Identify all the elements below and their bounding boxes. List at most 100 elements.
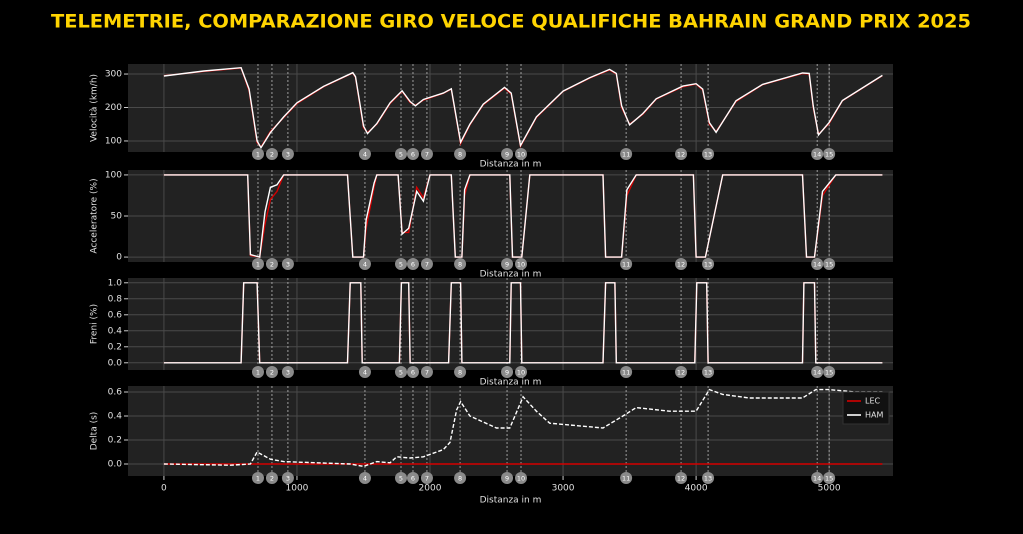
corner-marker: [281, 472, 294, 484]
corner-label: 9: [505, 369, 509, 377]
corner-marker: [454, 148, 467, 160]
chart-title: TELEMETRIE, COMPARAZIONE GIRO VELOCE QUA…: [51, 11, 971, 33]
corner-label: 7: [425, 151, 429, 159]
corner-label: 2: [270, 475, 274, 483]
corner-marker: [811, 366, 824, 378]
y-axis-label: Delta (s): [90, 412, 100, 451]
corner-label: 1: [256, 261, 260, 269]
corner-label: 15: [825, 261, 833, 269]
corner-marker: [675, 472, 688, 484]
corner-marker: [265, 258, 278, 270]
corner-label: 2: [270, 369, 274, 377]
corner-label: 11: [622, 261, 630, 269]
corner-marker: [395, 472, 408, 484]
corner-marker: [515, 472, 528, 484]
corner-marker: [251, 148, 264, 160]
corner-label: 7: [425, 261, 429, 269]
corner-label: 6: [411, 369, 415, 377]
corner-marker: [251, 472, 264, 484]
corner-label: 15: [825, 475, 833, 483]
x-axis-label: Distanza in m: [480, 378, 542, 388]
y-tick-label: 0.6: [108, 310, 123, 320]
corner-marker: [702, 258, 715, 270]
corner-marker: [620, 472, 633, 484]
corner-marker: [702, 148, 715, 160]
corner-marker: [406, 148, 419, 160]
y-axis-label: Velocità (km/h): [90, 74, 100, 142]
corner-label: 8: [458, 261, 462, 269]
corner-label: 8: [458, 151, 462, 159]
corner-label: 3: [286, 369, 290, 377]
y-tick-label: 0.0: [108, 460, 123, 470]
y-tick-label: 0.0: [108, 358, 123, 368]
y-tick-label: 0.8: [108, 294, 123, 304]
corner-marker: [515, 366, 528, 378]
corner-label: 3: [286, 261, 290, 269]
corner-label: 10: [517, 475, 525, 483]
y-tick-label: 0.6: [108, 388, 123, 398]
y-axis-label: Freni (%): [90, 304, 100, 344]
y-tick-label: 100: [105, 170, 122, 180]
plot-area: [128, 386, 893, 476]
corner-marker: [454, 472, 467, 484]
corner-label: 12: [677, 151, 685, 159]
y-tick-label: 0.2: [108, 342, 122, 352]
y-tick-label: 300: [105, 70, 122, 80]
corner-label: 4: [363, 151, 367, 159]
x-tick-label: 0: [161, 484, 167, 494]
corner-marker: [358, 148, 371, 160]
y-tick-label: 50: [111, 212, 123, 222]
y-tick-label: 0.2: [108, 436, 122, 446]
corner-marker: [281, 366, 294, 378]
series-line: [163, 282, 883, 364]
y-tick-label: 0.4: [108, 326, 123, 336]
corner-marker: [501, 258, 514, 270]
corner-label: 14: [813, 151, 821, 159]
corner-label: 4: [363, 261, 367, 269]
corner-marker: [811, 258, 824, 270]
corner-label: 4: [363, 369, 367, 377]
corner-marker: [395, 148, 408, 160]
legend-box: [842, 391, 890, 425]
corner-label: 7: [425, 475, 429, 483]
corner-label: 12: [677, 475, 685, 483]
corner-marker: [406, 366, 419, 378]
corner-marker: [823, 366, 836, 378]
corner-marker: [702, 366, 715, 378]
corner-marker: [501, 148, 514, 160]
legend-label: HAM: [865, 411, 883, 420]
corner-label: 14: [813, 475, 821, 483]
corner-marker: [265, 148, 278, 160]
x-tick-label: 4000: [685, 484, 708, 494]
corner-label: 8: [458, 475, 462, 483]
corner-label: 10: [517, 151, 525, 159]
corner-label: 5: [399, 369, 403, 377]
corner-marker: [702, 472, 715, 484]
corner-label: 2: [270, 151, 274, 159]
x-tick-label: 5000: [818, 484, 841, 494]
corner-marker: [811, 472, 824, 484]
corner-label: 13: [704, 475, 712, 483]
corner-marker: [420, 472, 433, 484]
corner-label: 5: [399, 261, 403, 269]
corner-marker: [281, 148, 294, 160]
corner-label: 5: [399, 475, 403, 483]
corner-label: 3: [286, 475, 290, 483]
y-axis-label: Acceleratore (%): [90, 178, 100, 253]
corner-marker: [823, 148, 836, 160]
plot-area: [128, 64, 893, 152]
corner-label: 1: [256, 369, 260, 377]
y-tick-label: 0.4: [108, 412, 123, 422]
corner-label: 11: [622, 369, 630, 377]
corner-label: 12: [677, 369, 685, 377]
corner-marker: [823, 472, 836, 484]
corner-label: 15: [825, 369, 833, 377]
series-line: [163, 66, 883, 150]
corner-label: 9: [505, 475, 509, 483]
legend-label: LEC: [865, 397, 881, 406]
corner-label: 6: [411, 261, 415, 269]
x-axis-label: Distanza in m: [480, 496, 542, 506]
corner-marker: [675, 258, 688, 270]
corner-marker: [620, 148, 633, 160]
